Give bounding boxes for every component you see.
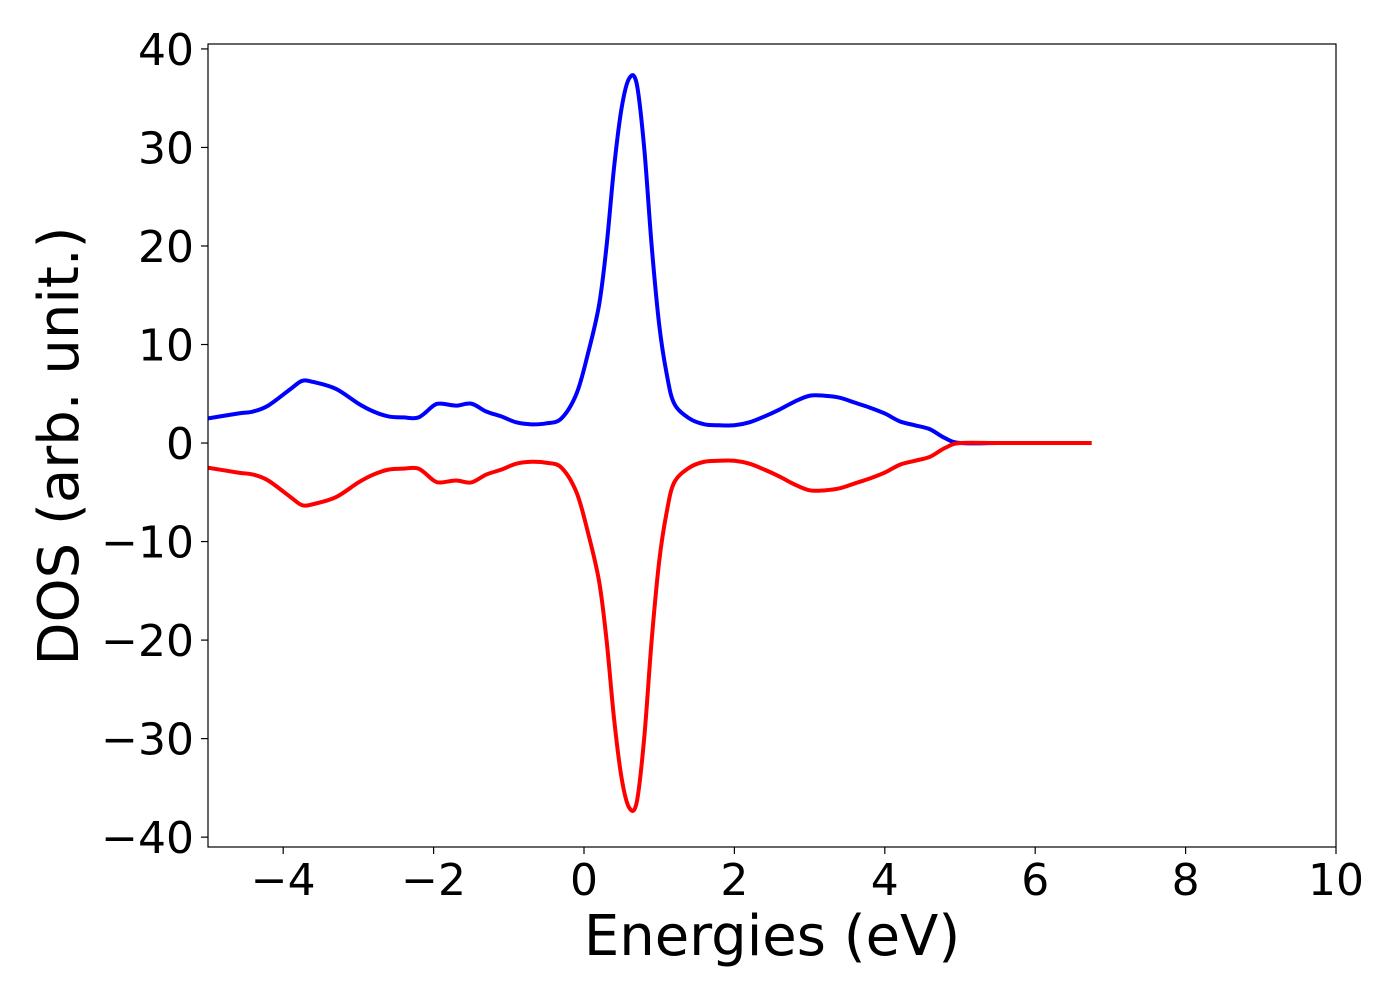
x-tick-label: 2 — [720, 855, 748, 906]
y-tick-label: 20 — [138, 222, 194, 273]
x-tick-label: 0 — [570, 855, 598, 906]
plot-frame — [207, 43, 1337, 848]
series-line-2 — [208, 440, 1092, 813]
series-line-1 — [208, 73, 1092, 446]
y-tick-label: −10 — [101, 518, 194, 569]
x-tick-label: 4 — [871, 855, 899, 906]
x-tick-label: 8 — [1172, 855, 1200, 906]
y-tick-label: 30 — [138, 123, 194, 174]
x-axis-label: Energies (eV) — [584, 904, 960, 969]
x-tick-label: −4 — [251, 855, 316, 906]
y-tick-label: −20 — [101, 616, 194, 667]
plot-background — [208, 44, 1336, 847]
y-tick-label: 10 — [138, 321, 194, 372]
y-axis-label: DOS (arb. unit.) — [27, 226, 92, 665]
y-tick-label: 40 — [138, 25, 194, 76]
y-tick-label: −30 — [101, 715, 194, 766]
x-tick-label: −2 — [401, 855, 466, 906]
y-tick-label: −40 — [101, 813, 194, 864]
x-tick-label: 6 — [1021, 855, 1049, 906]
series-layer — [208, 73, 1092, 813]
x-tick-label: 10 — [1308, 855, 1364, 906]
y-tick-label: 0 — [166, 419, 194, 470]
